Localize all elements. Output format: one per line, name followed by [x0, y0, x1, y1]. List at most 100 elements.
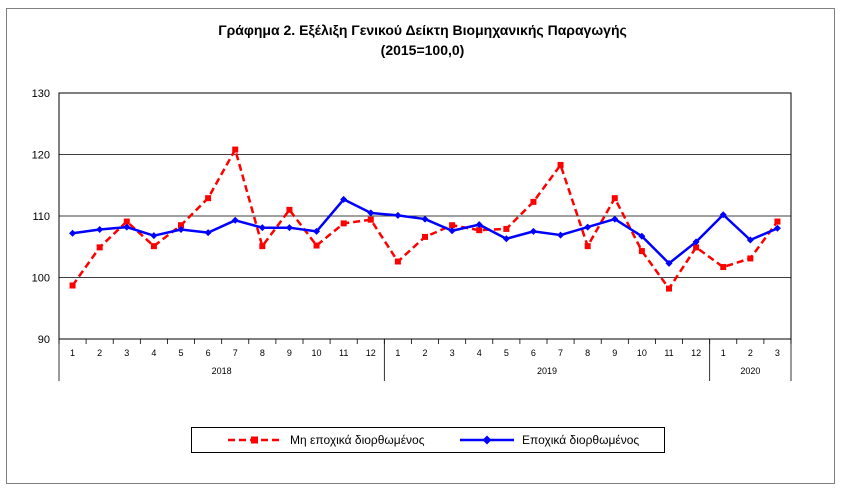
x-tick-label: 11: [339, 348, 348, 358]
x-tick-label: 2: [422, 348, 427, 358]
x-year-label: 2018: [212, 366, 232, 376]
x-tick-label: 12: [691, 348, 701, 358]
x-tick-label: 10: [312, 348, 322, 358]
data-point-1: [584, 223, 592, 231]
data-point-0: [557, 161, 564, 168]
data-point-0: [774, 218, 781, 225]
data-point-0: [340, 220, 347, 227]
data-point-0: [449, 222, 456, 229]
data-point-0: [503, 225, 510, 232]
data-point-0: [205, 195, 212, 202]
data-point-0: [286, 206, 293, 213]
data-point-0: [123, 218, 130, 225]
x-year-label: 2020: [740, 366, 760, 376]
x-tick-label: 11: [664, 348, 673, 358]
chart-title-block: Γράφημα 2. Εξέλιξη Γενικού Δείκτη Βιομηχ…: [0, 20, 845, 60]
x-tick-label: 8: [260, 348, 265, 358]
x-tick-label: 1: [70, 348, 75, 358]
data-point-1: [285, 224, 293, 232]
x-tick-label: 10: [637, 348, 647, 358]
data-point-1: [150, 232, 158, 240]
data-point-1: [611, 215, 619, 223]
data-point-0: [611, 195, 618, 202]
data-point-0: [747, 255, 754, 262]
legend-label-non-seasonal: Μη εποχικά διορθωμένος: [290, 433, 425, 447]
data-point-1: [204, 229, 212, 237]
data-point-1: [96, 226, 104, 234]
legend-entry-seasonal: Εποχικά διορθωμένος: [458, 428, 639, 452]
data-point-1: [475, 221, 483, 229]
data-point-0: [150, 243, 157, 250]
x-tick-label: 9: [612, 348, 617, 358]
x-tick-label: 7: [558, 348, 563, 358]
data-point-1: [502, 235, 510, 243]
data-point-1: [340, 195, 348, 203]
data-point-1: [448, 227, 456, 235]
x-tick-label: 8: [585, 348, 590, 358]
x-tick-label: 5: [504, 348, 509, 358]
x-tick-label: 4: [151, 348, 156, 358]
data-point-1: [529, 227, 537, 235]
data-point-0: [313, 242, 320, 249]
legend-swatch-seasonal: [460, 435, 514, 445]
x-tick-label: 3: [450, 348, 455, 358]
legend: Μη εποχικά διορθωμένος Εποχικά διορθωμέν…: [191, 427, 665, 453]
data-point-1: [746, 236, 754, 244]
data-point-0: [259, 243, 266, 250]
data-point-1: [231, 216, 239, 224]
data-point-1: [665, 259, 673, 267]
data-point-0: [476, 227, 483, 234]
legend-entry-non-seasonal: Μη εποχικά διορθωμένος: [226, 428, 425, 452]
data-point-1: [69, 229, 77, 237]
data-point-0: [232, 146, 239, 153]
data-point-1: [177, 226, 185, 234]
x-tick-label: 4: [477, 348, 482, 358]
data-point-0: [530, 198, 537, 205]
x-tick-label: 5: [178, 348, 183, 358]
data-point-1: [638, 232, 646, 240]
data-point-1: [394, 211, 402, 219]
chart-title: Γράφημα 2. Εξέλιξη Γενικού Δείκτη Βιομηχ…: [218, 22, 627, 38]
y-tick-label: 120: [32, 150, 50, 162]
data-point-1: [313, 227, 321, 235]
data-point-0: [584, 243, 591, 250]
x-tick-label: 1: [395, 348, 400, 358]
data-point-1: [719, 211, 727, 219]
y-tick-label: 110: [32, 211, 50, 223]
x-tick-label: 3: [775, 348, 780, 358]
x-tick-label: 3: [124, 348, 129, 358]
data-point-0: [693, 244, 700, 251]
x-tick-label: 6: [531, 348, 536, 358]
data-point-0: [69, 282, 76, 289]
data-point-0: [367, 216, 374, 223]
x-tick-label: 9: [287, 348, 292, 358]
data-point-0: [422, 233, 428, 240]
legend-label-seasonal: Εποχικά διορθωμένος: [522, 433, 640, 447]
data-point-1: [367, 209, 375, 217]
legend-swatch-non-seasonal: [228, 436, 282, 444]
y-tick-label: 130: [32, 88, 50, 100]
data-point-1: [692, 238, 700, 246]
data-point-0: [96, 244, 103, 251]
data-point-0: [666, 285, 672, 292]
data-point-1: [123, 223, 131, 231]
x-tick-label: 12: [366, 348, 376, 358]
data-point-0: [720, 264, 727, 271]
data-point-1: [258, 224, 266, 232]
x-tick-label: 2: [97, 348, 102, 358]
x-tick-label: 6: [206, 348, 211, 358]
y-tick-label: 100: [32, 273, 50, 285]
data-point-0: [178, 222, 184, 229]
series-line-1: [72, 198, 778, 265]
chart-subtitle: (2015=100,0): [380, 42, 465, 58]
x-tick-label: 7: [233, 348, 238, 358]
x-tick-label: 1: [721, 348, 726, 358]
data-point-1: [421, 215, 429, 223]
y-tick-label: 90: [38, 334, 50, 346]
data-point-0: [394, 258, 401, 265]
data-point-0: [638, 248, 645, 255]
x-tick-label: 2: [748, 348, 753, 358]
data-point-1: [557, 231, 565, 239]
data-point-1: [773, 224, 781, 232]
